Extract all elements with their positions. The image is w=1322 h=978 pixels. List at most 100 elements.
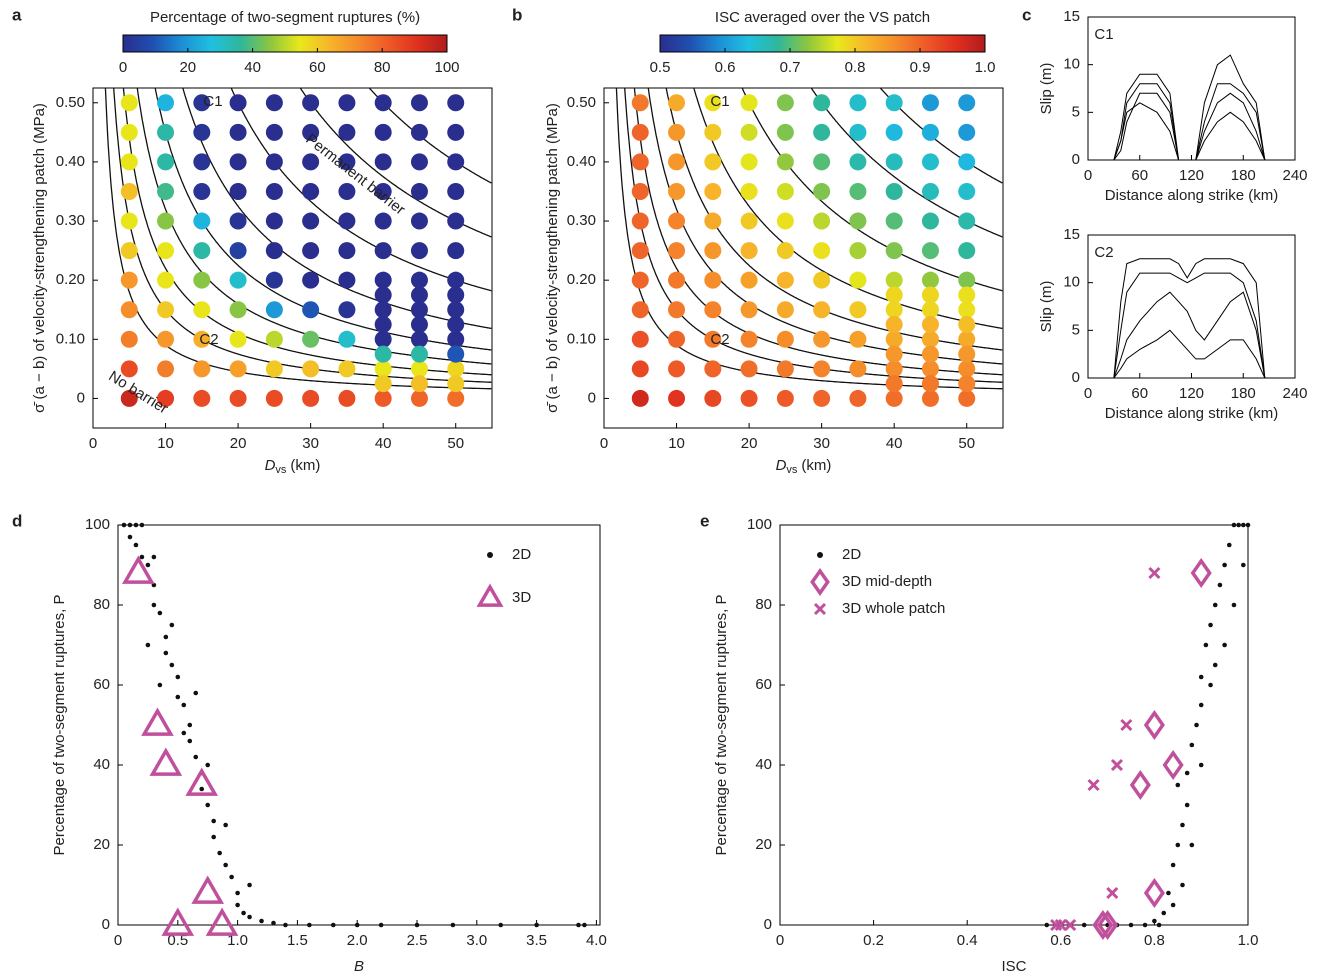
dot — [668, 182, 686, 200]
dot — [193, 301, 211, 319]
dot — [631, 242, 649, 260]
dot — [120, 212, 138, 230]
dot — [265, 242, 283, 260]
diamond-marker — [1162, 749, 1184, 781]
dot — [229, 389, 247, 407]
dot — [813, 153, 831, 171]
dot — [229, 330, 247, 348]
dot — [410, 375, 428, 393]
dot — [447, 375, 465, 393]
point — [151, 554, 157, 560]
point — [1203, 642, 1209, 648]
dot — [374, 360, 392, 378]
point — [1241, 522, 1246, 528]
point — [1044, 922, 1050, 928]
point — [199, 786, 205, 792]
dot — [740, 389, 758, 407]
x-axis-label: Distance along strike (km) — [1105, 187, 1278, 204]
point — [169, 662, 175, 668]
dot — [668, 301, 686, 319]
point — [193, 690, 199, 696]
diamond-marker — [1143, 709, 1165, 741]
dot — [193, 94, 211, 112]
dot — [631, 212, 649, 230]
y-axis-label: Slip (m) — [1038, 281, 1055, 333]
dot — [740, 301, 758, 319]
point — [127, 522, 133, 528]
dot — [921, 389, 939, 407]
x-label-subscript: vs — [275, 464, 287, 476]
x-tick-label: 4.0 — [586, 932, 607, 949]
dot — [921, 345, 939, 363]
colorbar — [122, 34, 448, 53]
x-tick-label: 1.5 — [287, 932, 308, 949]
dot — [374, 182, 392, 200]
dot — [410, 242, 428, 260]
x-tick-label: 0.5 — [167, 932, 188, 949]
dot — [921, 153, 939, 171]
contours — [104, 88, 492, 390]
dot — [740, 94, 758, 112]
dot — [631, 330, 649, 348]
x-tick-label: 120 — [1179, 167, 1204, 184]
x-tick-label: 1.0 — [1238, 932, 1259, 949]
point — [576, 922, 581, 928]
dot — [631, 301, 649, 319]
dot — [668, 360, 686, 378]
dot — [704, 212, 722, 230]
point — [1236, 522, 1241, 528]
slip-line — [1088, 258, 1295, 379]
point — [181, 702, 187, 708]
dot — [338, 330, 356, 348]
dot — [338, 182, 356, 200]
dot — [740, 182, 758, 200]
dot — [120, 360, 138, 378]
dot — [631, 94, 649, 112]
dot — [885, 330, 903, 348]
dot — [849, 360, 867, 378]
dot — [849, 389, 867, 407]
dot — [958, 271, 976, 289]
cross-marker — [1120, 718, 1133, 732]
point — [163, 650, 169, 656]
dot — [157, 389, 175, 407]
x-tick-label: 0 — [1084, 385, 1092, 402]
dot — [265, 360, 283, 378]
dot — [885, 286, 903, 304]
dot — [374, 301, 392, 319]
dot — [958, 375, 976, 393]
legend-label: 3D whole patch — [842, 600, 945, 617]
dot — [193, 360, 211, 378]
x-tick-label: 0 — [114, 932, 122, 949]
x-tick-label: 3.5 — [526, 932, 547, 949]
cross-marker — [1050, 918, 1063, 932]
y-tick-label: 20 — [755, 836, 772, 853]
y-tick-label: 0.40 — [567, 153, 596, 170]
dot — [374, 123, 392, 141]
dot — [740, 360, 758, 378]
y-tick-label: 15 — [1063, 226, 1080, 243]
dot — [885, 212, 903, 230]
y-tick-label: 20 — [93, 836, 110, 853]
dot — [740, 153, 758, 171]
dot — [849, 212, 867, 230]
point — [235, 902, 240, 908]
dot — [631, 360, 649, 378]
dot — [120, 271, 138, 289]
point — [1180, 822, 1185, 828]
dot — [885, 271, 903, 289]
point — [1222, 642, 1227, 648]
dot — [921, 286, 939, 304]
dot — [410, 153, 428, 171]
triangle-marker — [149, 747, 183, 776]
dot — [193, 330, 211, 348]
dot — [229, 94, 247, 112]
point — [307, 922, 312, 928]
point — [139, 522, 145, 528]
dot — [921, 360, 939, 378]
x-tick-label: 40 — [886, 435, 903, 452]
dot — [813, 330, 831, 348]
dot — [410, 345, 428, 363]
dot — [776, 242, 794, 260]
dot — [921, 182, 939, 200]
